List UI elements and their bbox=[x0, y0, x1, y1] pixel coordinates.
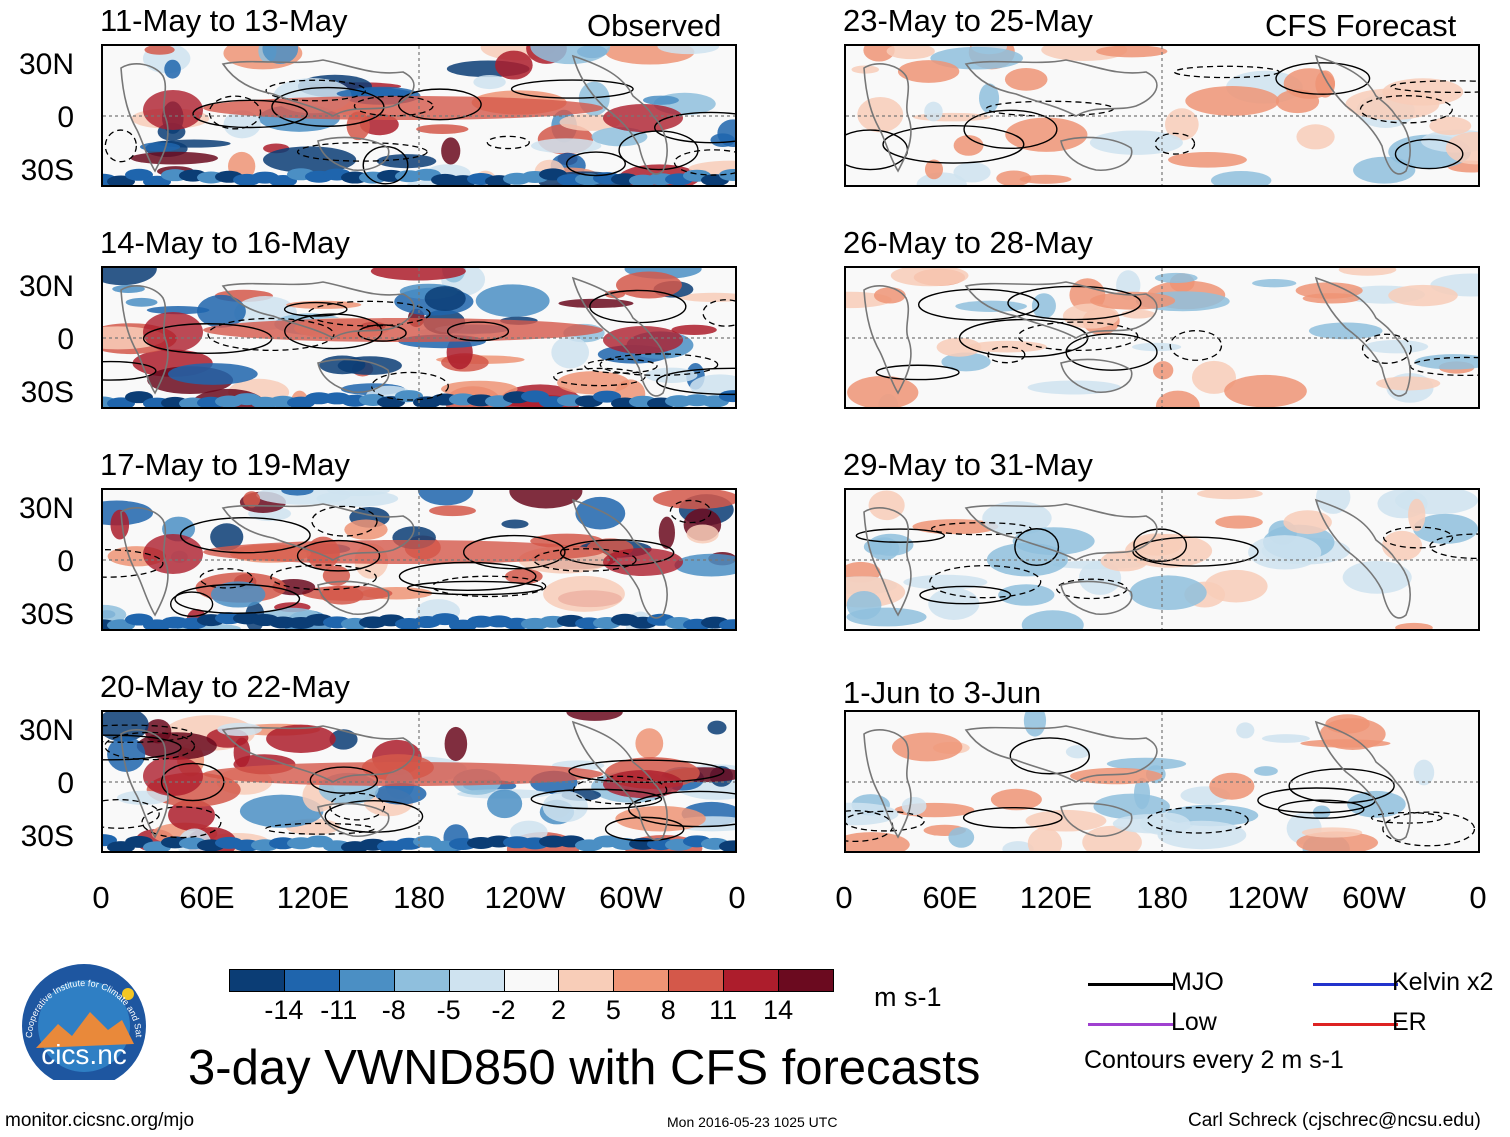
colorbar-segment bbox=[283, 969, 340, 992]
legend-label-kelvin: Kelvin x2 bbox=[1392, 968, 1494, 996]
panel-title-obs-1: 11-May to 13-May bbox=[100, 3, 348, 38]
xlabel-60w: 60W bbox=[599, 880, 663, 915]
colorbar-tick-label: 8 bbox=[660, 995, 676, 1025]
ylabel-30n: 30N bbox=[18, 714, 74, 747]
colorbar-segment bbox=[778, 969, 834, 992]
ylabel-30n: 30N bbox=[18, 48, 74, 81]
colorbar-tick-label: 11 bbox=[709, 995, 738, 1025]
xlabel-180: 180 bbox=[393, 880, 445, 915]
xlabel-60w: 60W bbox=[1342, 880, 1406, 915]
xlabel-120e: 120E bbox=[1019, 880, 1093, 915]
colorbar-segment bbox=[448, 969, 505, 992]
colorbar-segment bbox=[613, 969, 670, 992]
map-panel-obs-2 bbox=[101, 266, 737, 409]
map-panel-fcst-2 bbox=[844, 266, 1480, 409]
colorbar-segment bbox=[668, 969, 725, 992]
legend-label-mjo: MJO bbox=[1171, 968, 1224, 996]
xlabel-60e: 60E bbox=[922, 880, 978, 915]
legend-line-er bbox=[1313, 1023, 1398, 1026]
colorbar-tick-label: 2 bbox=[550, 995, 566, 1025]
map-panel-fcst-4 bbox=[844, 710, 1480, 853]
ylabel-30s: 30S bbox=[20, 820, 74, 853]
colorbar-segment bbox=[338, 969, 395, 992]
map-panel-fcst-3 bbox=[844, 488, 1480, 631]
xlabel-180: 180 bbox=[1136, 880, 1188, 915]
panel-title-fcst-1: 23-May to 25-May bbox=[843, 3, 1093, 38]
logo-text: cics.nc bbox=[41, 1039, 127, 1070]
panel-title-fcst-4: 1-Jun to 3-Jun bbox=[843, 675, 1042, 710]
ylabel-30n: 30N bbox=[18, 492, 74, 525]
main-title: 3-day VWND850 with CFS forecasts bbox=[188, 1041, 981, 1095]
cics-logo: Cooperative Institute for Climate and Sa… bbox=[7, 952, 158, 1088]
panel-title-obs-2: 14-May to 16-May bbox=[100, 225, 350, 260]
colorbar-tick-label: -5 bbox=[436, 995, 461, 1025]
footer-timestamp: Mon 2016-05-23 1025 UTC bbox=[667, 1114, 838, 1130]
xlabel-0-end: 0 bbox=[1469, 880, 1487, 915]
footer-author: Carl Schreck (cjschrec@ncsu.edu) bbox=[1188, 1110, 1481, 1131]
xlabel-0: 0 bbox=[92, 880, 110, 915]
colorbar-segment bbox=[558, 969, 615, 992]
panel-title-obs-3: 17-May to 19-May bbox=[100, 447, 350, 482]
map-panel-obs-4 bbox=[101, 710, 737, 853]
observed-label: Observed bbox=[587, 8, 722, 43]
xlabel-0: 0 bbox=[835, 880, 853, 915]
map-panel-obs-1 bbox=[101, 44, 737, 187]
legend-label-er: ER bbox=[1392, 1008, 1427, 1036]
legend-line-kelvin bbox=[1313, 983, 1398, 986]
colorbar-segment bbox=[393, 969, 450, 992]
panel-title-fcst-2: 26-May to 28-May bbox=[843, 225, 1093, 260]
xlabel-120w: 120W bbox=[1227, 880, 1309, 915]
colorbar-tick-label: 14 bbox=[763, 995, 794, 1025]
ylabel-eq: 0 bbox=[57, 767, 74, 800]
colorbar-segment bbox=[229, 969, 285, 992]
map-panel-obs-3 bbox=[101, 488, 737, 631]
ylabel-30s: 30S bbox=[20, 376, 74, 409]
ylabel-30s: 30S bbox=[20, 154, 74, 187]
colorbar-tick-label: -8 bbox=[381, 995, 406, 1025]
panel-title-fcst-3: 29-May to 31-May bbox=[843, 447, 1093, 482]
ylabel-30s: 30S bbox=[20, 598, 74, 631]
cfs-forecast-label: CFS Forecast bbox=[1265, 8, 1457, 43]
colorbar-units: m s-1 bbox=[874, 982, 942, 1012]
legend-line-mjo bbox=[1088, 983, 1173, 986]
panel-title-obs-4: 20-May to 22-May bbox=[100, 669, 350, 704]
contour-note: Contours every 2 m s-1 bbox=[1084, 1046, 1344, 1074]
xlabel-0-end: 0 bbox=[728, 880, 746, 915]
map-panel-fcst-1 bbox=[844, 44, 1480, 187]
colorbar-tick-label: -11 bbox=[320, 995, 358, 1025]
colorbar-segment bbox=[723, 969, 780, 992]
ylabel-eq: 0 bbox=[57, 323, 74, 356]
ylabel-eq: 0 bbox=[57, 545, 74, 578]
colorbar-segment bbox=[503, 969, 560, 992]
ylabel-eq: 0 bbox=[57, 101, 74, 134]
colorbar-tick-label: 5 bbox=[605, 995, 621, 1025]
legend-line-low bbox=[1088, 1023, 1173, 1026]
xlabel-60e: 60E bbox=[179, 880, 235, 915]
colorbar-tick-label: -2 bbox=[491, 995, 516, 1025]
xlabel-120e: 120E bbox=[276, 880, 350, 915]
legend-label-low: Low bbox=[1171, 1008, 1217, 1036]
colorbar bbox=[229, 969, 834, 992]
footer-url[interactable]: monitor.cicsnc.org/mjo bbox=[5, 1110, 195, 1131]
ylabel-30n: 30N bbox=[18, 270, 74, 303]
colorbar-tick-label: -14 bbox=[264, 995, 304, 1025]
xlabel-120w: 120W bbox=[484, 880, 566, 915]
